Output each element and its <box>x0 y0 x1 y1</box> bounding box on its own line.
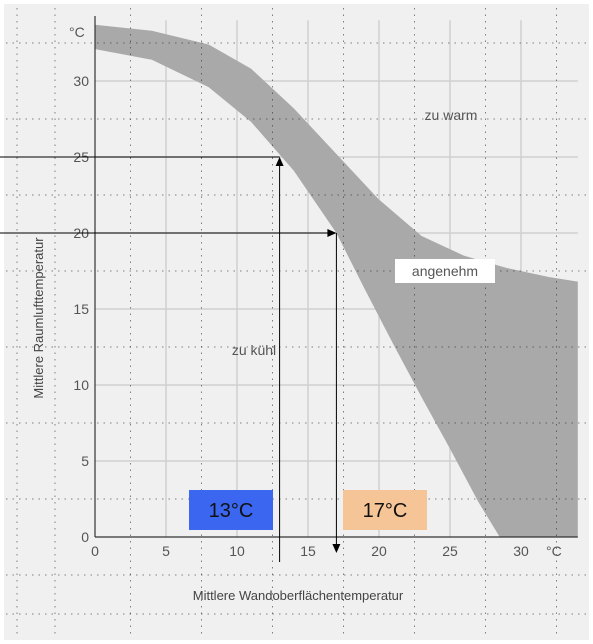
y-tick-label: 30 <box>73 73 89 89</box>
x-tick-label: 30 <box>513 543 529 559</box>
x-tick-label: 10 <box>229 543 245 559</box>
grid-dotted <box>6 8 588 636</box>
region-label-comfort: angenehm <box>412 263 478 279</box>
region-label-warm: zu warm <box>425 107 478 123</box>
annotation-17-label: 17°C <box>363 500 408 522</box>
annotation-13-box <box>189 490 273 530</box>
y-tick-label: 0 <box>81 529 89 545</box>
x-axis-title: Mittlere Wandoberflächentemperatur <box>193 588 404 603</box>
x-tick-label: 25 <box>442 543 458 559</box>
y-tick-label: 15 <box>73 301 89 317</box>
y-tick-label: 5 <box>81 453 89 469</box>
comfort-label-box <box>395 259 495 283</box>
region-label-cool: zu kühl <box>232 342 276 358</box>
annotations: 13°C 17°C <box>0 156 427 562</box>
annotation-13-arrowhead <box>275 157 284 166</box>
comfort-band <box>95 24 578 538</box>
annotation-17-box <box>343 490 427 530</box>
annotation-17-arrowhead-right <box>327 229 337 237</box>
x-tick-label: 15 <box>300 543 316 559</box>
comfort-band-area <box>95 24 578 538</box>
x-unit-label: °C <box>546 543 562 559</box>
y-unit-label: °C <box>69 24 85 40</box>
x-tick-label: 5 <box>162 543 170 559</box>
annotation-13-label: 13°C <box>209 500 254 522</box>
x-tick-label: 0 <box>91 543 99 559</box>
y-tick-label: 10 <box>73 377 89 393</box>
x-tick-labels: 0 5 10 15 20 25 30 <box>91 543 529 559</box>
y-axis-title: Mittlere Raumlufttemperatur <box>31 237 46 399</box>
x-tick-label: 20 <box>371 543 387 559</box>
annotation-17-arrowhead-down <box>332 544 341 553</box>
